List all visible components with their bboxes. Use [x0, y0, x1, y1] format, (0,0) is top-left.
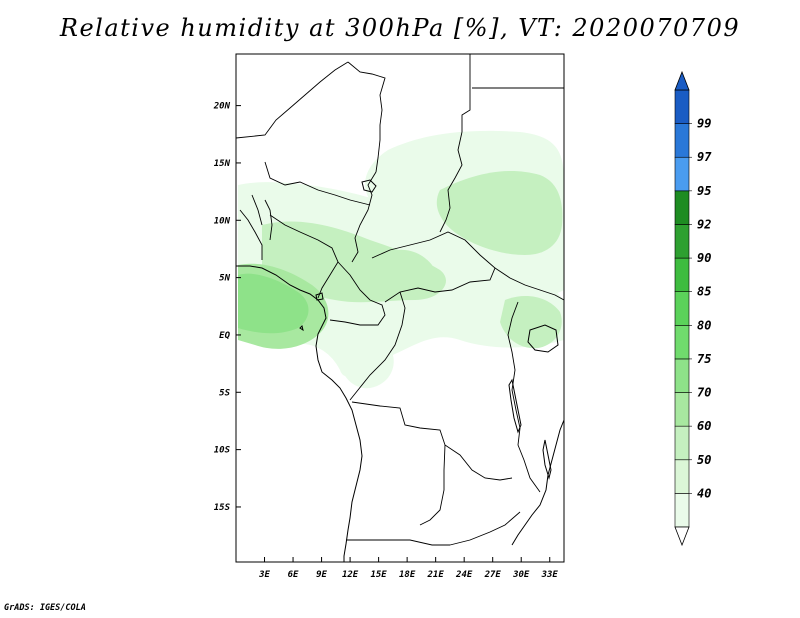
colorbar-segment	[674, 291, 690, 326]
lat-tick-label: 5N	[219, 274, 230, 284]
colorbar-label: 70	[697, 386, 711, 400]
border-south-sudan	[494, 267, 565, 301]
lat-tick-label: 10S	[214, 446, 231, 456]
colorbar-label: 97	[697, 150, 712, 164]
colorbar-label: 75	[697, 352, 711, 366]
lake-victoria	[527, 324, 559, 353]
lake-chad	[361, 179, 377, 193]
border-libya-chad	[347, 61, 386, 173]
lon-tick-label: 27E	[484, 570, 502, 580]
colorbar-segment	[674, 358, 690, 393]
lon-tick-label: 9E	[316, 570, 327, 580]
colorbar-label: 99	[697, 117, 711, 131]
colorbar-label: 92	[697, 217, 711, 231]
colorbar-label: 90	[697, 251, 711, 265]
lat-tick-label: 15S	[214, 503, 231, 513]
colorbar-label: 50	[697, 453, 711, 467]
humidity-region-east-2	[376, 249, 435, 299]
colorbar-under-arrow	[674, 526, 690, 547]
lon-tick-label: 12E	[342, 570, 359, 580]
colorbar-segment	[674, 459, 690, 494]
border-west-coast-states	[239, 194, 273, 260]
lat-tick-label: 10N	[214, 216, 231, 226]
border-congo-drc	[349, 291, 406, 401]
lat-tick-label: EQ	[219, 331, 230, 341]
humidity-shading	[238, 130, 564, 389]
lake-tanganyika	[508, 378, 522, 434]
border-niger-chad	[351, 171, 377, 263]
border-cameroon	[329, 261, 386, 326]
coastline-west-africa	[236, 265, 363, 562]
colorbar-segment	[674, 257, 690, 292]
lon-tick-label: 24E	[455, 570, 473, 580]
colorbar-segment	[674, 493, 690, 528]
lon-tick-label: 30E	[512, 570, 530, 580]
humidity-region-east	[436, 170, 563, 255]
humidity-region-strong	[238, 273, 309, 334]
border-algeria-niger	[235, 61, 349, 139]
grads-credit: GrADS: IGES/COLA	[4, 603, 86, 613]
map-frame	[235, 53, 565, 563]
lon-tick-label: 6E	[288, 570, 299, 580]
border-drc-east	[507, 301, 541, 493]
colorbar-label: 85	[697, 285, 711, 299]
colorbar-segment	[674, 224, 690, 259]
colorbar-segment	[674, 156, 690, 192]
border-angola-zambia	[419, 444, 446, 526]
lat-tick-label: 20N	[213, 102, 231, 112]
humidity-region-south	[340, 335, 394, 389]
gulf-islands	[299, 292, 324, 332]
border-angola-namibia	[346, 539, 450, 546]
colorbar: 40 50 60 70 75 80 85 90 92 95 97 99	[674, 70, 712, 547]
border-zambia-zimbabwe	[449, 511, 521, 546]
border-drc-angola	[351, 401, 513, 481]
colorbar-label: 40	[697, 486, 711, 500]
colorbar-segment	[674, 425, 690, 461]
lon-tick-label: 21E	[427, 570, 445, 580]
colorbar-segment	[674, 325, 690, 360]
colorbar-label: 95	[697, 184, 711, 198]
colorbar-over-arrow	[674, 70, 690, 91]
lake-malawi	[542, 439, 552, 480]
border-mali-niger	[264, 161, 371, 206]
longitude-axis: 3E 6E 9E 12E 15E 18E 21E 24E 27E 30E 33E	[258, 557, 558, 580]
political-boundaries	[235, 54, 565, 562]
border-chad-sudan	[439, 131, 463, 233]
border-nigeria	[269, 214, 339, 299]
colorbar-label: 60	[697, 419, 711, 433]
colorbar-segment	[674, 89, 690, 124]
colorbar-segment	[674, 392, 690, 427]
lat-tick-label: 5S	[219, 388, 230, 398]
map-area: 20N 15N 10N 5N EQ 5S 10S 15S 3E 6E 9E 12E 15E 18E 21E…	[213, 53, 565, 580]
lat-tick-label: 15N	[214, 159, 231, 169]
latitude-axis: 20N 15N 10N 5N EQ 5S 10S 15S	[213, 102, 241, 513]
colorbar-segment	[674, 190, 690, 225]
map-title: Relative humidity at 300hPa [%], VT: 202…	[59, 14, 741, 42]
colorbar-segment	[674, 123, 690, 158]
border-libya-egypt	[461, 54, 471, 132]
lon-tick-label: 15E	[370, 570, 387, 580]
lon-tick-label: 3E	[258, 570, 270, 580]
coastline-east-africa	[511, 419, 565, 546]
lon-tick-label: 33E	[541, 570, 559, 580]
colorbar-label: 80	[697, 318, 711, 332]
lon-tick-label: 18E	[399, 570, 416, 580]
